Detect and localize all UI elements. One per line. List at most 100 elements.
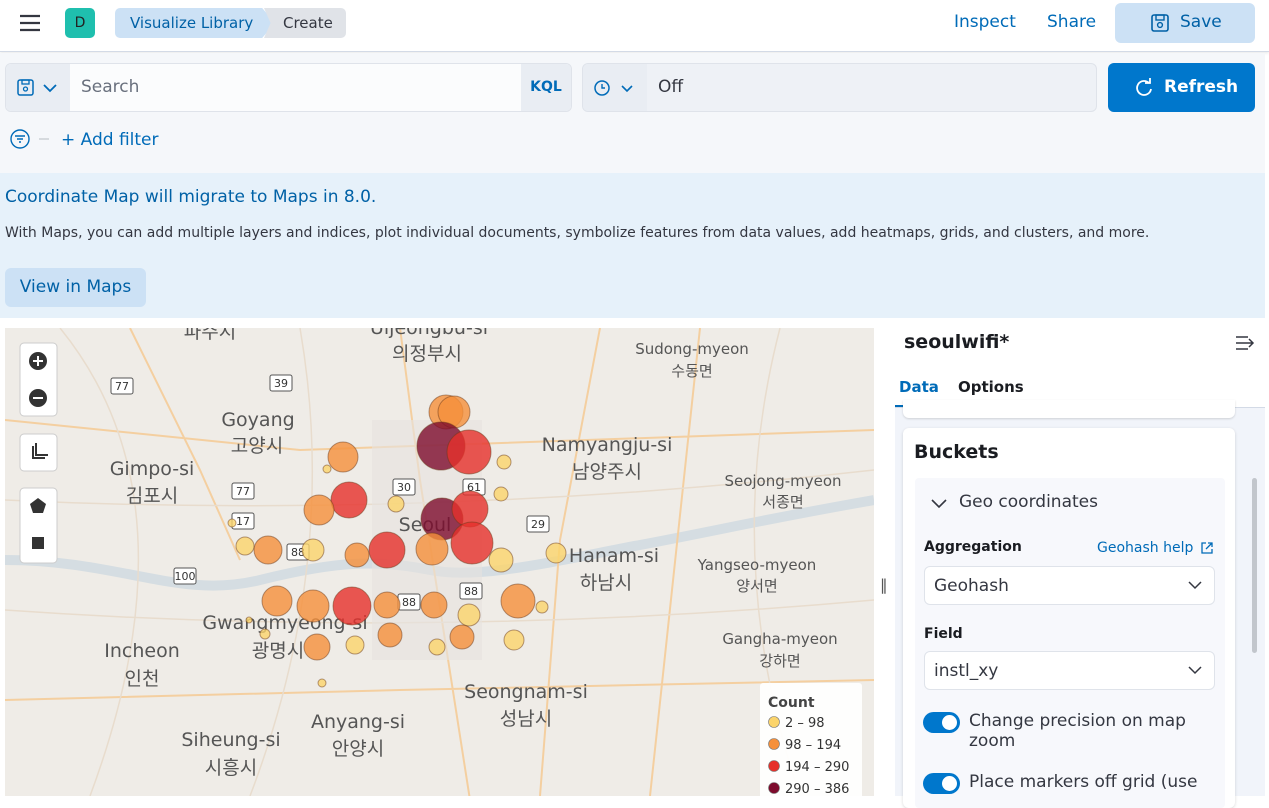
map-controls (19, 342, 58, 564)
geohash-marker (373, 591, 401, 619)
place-label: Uijeongbu-si (370, 328, 488, 339)
menu-button[interactable] (19, 13, 41, 33)
language-switch[interactable]: KQL (521, 64, 571, 111)
geohash-marker (535, 600, 549, 614)
space-avatar[interactable]: D (65, 8, 95, 38)
geohash-marker (450, 521, 494, 565)
place-label: 고양시 (231, 435, 283, 457)
geohash-marker (428, 638, 446, 656)
legend-label: 98 – 194 (785, 738, 841, 753)
place-label: 강하면 (759, 652, 800, 670)
place-label: 하남시 (580, 572, 632, 594)
place-label: Gangha-myeon (722, 630, 837, 648)
place-label: Sudong-myeon (635, 340, 749, 358)
share-button[interactable]: Share (1047, 12, 1097, 32)
geohash-marker (457, 603, 481, 627)
geohash-marker (301, 538, 325, 562)
refresh-button[interactable] (1108, 63, 1255, 112)
place-label: 시흥시 (205, 757, 257, 779)
legend-swatch (768, 782, 780, 794)
external-icon (1201, 542, 1213, 554)
callout-body: With Maps, you can add multiple layers a… (5, 225, 1150, 241)
legend-title: Count (768, 695, 815, 711)
toggle[interactable] (923, 712, 960, 733)
place-label: 파주시 (184, 328, 236, 343)
geohash-marker (420, 591, 448, 619)
road-shield (526, 515, 550, 533)
geohash-marker (345, 635, 365, 655)
save-button[interactable] (1115, 3, 1255, 43)
tab[interactable]: Options (958, 378, 1024, 396)
road-number: 17 (236, 515, 250, 528)
geohash-marker (415, 532, 449, 566)
refresh-icon (1136, 78, 1152, 96)
place-label: Gwangmyeong-si (202, 612, 367, 634)
scrollbar (1252, 478, 1257, 653)
geohash-marker (259, 628, 271, 640)
field-select[interactable] (924, 651, 1215, 690)
add-filter[interactable]: + Add filter (61, 130, 159, 150)
geohash-marker (245, 616, 253, 624)
geohash-marker (235, 536, 255, 556)
geohash-marker (446, 429, 492, 475)
geohash-marker (368, 531, 406, 569)
road-shield (173, 567, 197, 585)
help-link[interactable]: Geohash help (1097, 540, 1194, 556)
place-label: Yangseo-myeon (697, 556, 817, 574)
breadcrumb[interactable]: Visualize Library (115, 8, 275, 38)
resize-handle[interactable]: ‖ (880, 576, 888, 594)
aggregation-select[interactable] (924, 566, 1215, 605)
road-number: 30 (397, 481, 411, 494)
buckets-title: Buckets (914, 441, 999, 463)
breadcrumb: Create (264, 8, 346, 38)
select-arrow (1188, 581, 1202, 590)
road-number: 100 (175, 570, 196, 583)
road-number: 29 (531, 518, 545, 531)
geohash-marker (253, 535, 283, 565)
geohash-marker (545, 542, 567, 564)
search-input[interactable]: Search (81, 77, 140, 97)
accordion-arrow[interactable] (930, 495, 948, 511)
geohash-marker (503, 629, 525, 651)
toggle[interactable] (923, 773, 960, 794)
place-label: 김포시 (126, 485, 178, 507)
geohash-marker (296, 589, 330, 623)
inspect-button[interactable]: Inspect (954, 12, 1016, 32)
legend-swatch (768, 716, 780, 728)
geohash-marker (327, 441, 359, 473)
place-label: Seojong-myeon (724, 472, 841, 490)
road-number: 88 (291, 546, 305, 559)
callout (0, 173, 1265, 318)
map[interactable]: Uijeongbu-si 의정부시 Sudong-myeon 수동면 Goyan… (5, 328, 874, 796)
date-picker (582, 63, 1097, 112)
geohash-marker (303, 633, 331, 661)
collapse-sidebar[interactable] (1235, 334, 1255, 352)
view-in-maps-button[interactable]: View in Maps (5, 268, 146, 307)
quick-menu-button[interactable] (583, 64, 647, 111)
geohash-marker (330, 481, 368, 519)
draw-controls[interactable] (19, 487, 58, 564)
legend-swatch (768, 760, 780, 772)
road-number: 77 (236, 485, 250, 498)
select-arrow (1188, 666, 1202, 675)
tab[interactable]: Data (899, 378, 939, 396)
place-label: Anyang-si (311, 711, 405, 733)
road-number: 88 (464, 585, 478, 598)
filter-icon[interactable] (9, 128, 53, 150)
geohash-marker (322, 464, 332, 474)
accordion-title[interactable]: Geo coordinates (959, 492, 1098, 512)
geohash-marker (261, 585, 293, 617)
refresh-interval[interactable]: Off (658, 77, 684, 97)
geohash-marker (387, 495, 405, 513)
road-shield (392, 478, 416, 496)
saved-query-icon (17, 79, 57, 96)
geohash-marker (493, 486, 509, 502)
fit-bounds-button[interactable] (19, 433, 58, 472)
geohash-marker (344, 542, 370, 568)
legend-label: 2 – 98 (785, 716, 825, 731)
saved-query-button[interactable] (6, 64, 70, 111)
place-label: 수동면 (671, 362, 712, 380)
select-value: Geohash (934, 576, 1009, 596)
card (903, 400, 1235, 418)
